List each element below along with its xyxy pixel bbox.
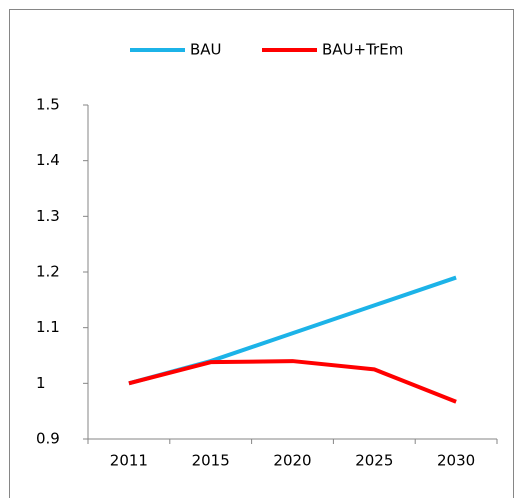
legend-label: BAU+TrEm: [322, 41, 403, 59]
legend-label: BAU: [190, 41, 222, 59]
y-tick-label: 1.1: [36, 318, 60, 336]
x-tick-label: 2020: [273, 452, 311, 470]
y-tick-label: 1.2: [36, 263, 60, 281]
chart-frame: [9, 9, 514, 498]
y-tick-label: 1.3: [36, 207, 60, 225]
x-tick-label: 2015: [192, 452, 230, 470]
y-tick-label: 1.4: [36, 151, 60, 169]
x-tick-label: 2011: [110, 452, 148, 470]
y-tick-label: 1: [36, 374, 46, 392]
y-tick-label: 1.5: [36, 96, 60, 114]
series-line: [128, 359, 457, 404]
x-tick-label: 2030: [437, 452, 475, 470]
y-tick-label: 0.9: [36, 430, 60, 448]
x-tick-label: 2025: [355, 452, 393, 470]
